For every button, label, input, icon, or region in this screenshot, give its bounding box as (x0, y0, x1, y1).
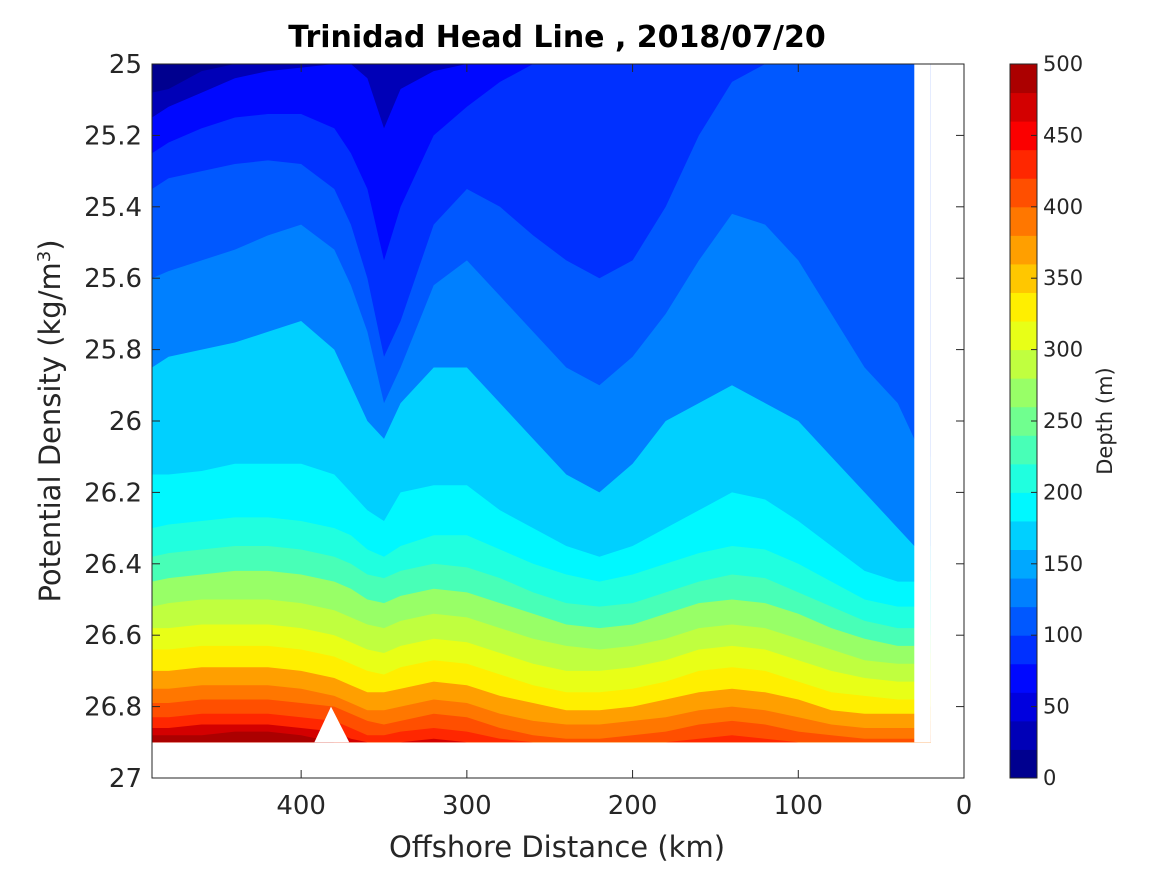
y-tick-label: 26.4 (84, 550, 142, 580)
colorbar-tick-label: 50 (1043, 695, 1070, 719)
colorbar-tick-label: 450 (1043, 123, 1083, 147)
x-tick-label: 300 (442, 791, 492, 821)
x-axis-label: Offshore Distance (km) (389, 830, 725, 864)
colorbar-tick-label: 400 (1043, 195, 1083, 219)
colorbar-segment (1010, 206, 1037, 236)
x-axis: 400 300 200 100 0 (276, 64, 972, 821)
colorbar-segment (1010, 64, 1037, 94)
colorbar-ticks: 0 50 100 150 200 250 300 350 400 450 500 (1031, 52, 1083, 790)
colorbar-tick-label: 300 (1043, 338, 1083, 362)
x-tick-label: 200 (608, 791, 658, 821)
y-axis-label: Potential Density (kg/m3) (33, 239, 67, 602)
nodata-region (914, 64, 931, 743)
plot-area (152, 64, 964, 778)
colorbar-segment (1010, 749, 1037, 779)
colorbar-tick-label: 250 (1043, 409, 1083, 433)
colorbar-segment (1010, 235, 1037, 265)
colorbar-tick-label: 100 (1043, 623, 1083, 647)
colorbar-segment (1010, 578, 1037, 608)
colorbar-segment (1010, 292, 1037, 322)
x-tick-label: 400 (276, 791, 326, 821)
colorbar-segment (1010, 720, 1037, 750)
x-tick-label: 0 (956, 791, 973, 821)
y-axis: 25 25.2 25.4 25.6 25.8 26 26.2 26.4 26.6 26.8 27 (84, 50, 964, 794)
colorbar-tick-label: 200 (1043, 480, 1083, 504)
colorbar-tick-label: 0 (1043, 766, 1056, 790)
y-tick-label: 27 (109, 764, 142, 794)
y-axis-label-close: ) (33, 239, 67, 250)
contour-band (152, 713, 931, 743)
y-tick-label: 25 (109, 50, 142, 80)
colorbar-segment (1010, 178, 1037, 208)
y-tick-label: 25.4 (84, 193, 142, 223)
colorbar-segment (1010, 435, 1037, 465)
nodata-region (314, 706, 350, 743)
colorbar (1009, 63, 1038, 779)
colorbar-segment (1010, 606, 1037, 636)
x-tick-label: 100 (773, 791, 823, 821)
colorbar-segment (1010, 321, 1037, 351)
colorbar-segment (1010, 349, 1037, 379)
contour-fills (152, 64, 931, 743)
y-tick-label: 26.2 (84, 478, 142, 508)
y-tick-label: 26 (109, 407, 142, 437)
y-tick-label: 25.8 (84, 336, 142, 366)
y-tick-label: 26.8 (84, 693, 142, 723)
colorbar-tick-label: 350 (1043, 266, 1083, 290)
colorbar-segment (1010, 635, 1037, 665)
colorbar-segment (1010, 149, 1037, 179)
y-tick-label: 26.6 (84, 621, 142, 651)
y-axis-label-main: Potential Density (kg/m (33, 262, 67, 602)
colorbar-tick-label: 500 (1043, 52, 1083, 76)
colorbar-tick-label: 150 (1043, 552, 1083, 576)
contour-band (152, 731, 931, 743)
colorbar-segment (1010, 463, 1037, 493)
nodata-regions (314, 64, 931, 743)
y-axis-label-superscript: 3 (34, 251, 55, 262)
colorbar-segment (1010, 663, 1037, 693)
colorbar-segment (1010, 520, 1037, 551)
chart-title: Trinidad Head Line , 2018/07/20 (288, 20, 825, 55)
y-tick-label: 25.6 (84, 264, 142, 294)
colorbar-label: Depth (m) (1093, 367, 1117, 474)
y-tick-label: 25.2 (84, 121, 142, 151)
colorbar-segment (1010, 92, 1037, 122)
colorbar-segment (1010, 378, 1037, 408)
colorbar-segment (1010, 492, 1037, 522)
